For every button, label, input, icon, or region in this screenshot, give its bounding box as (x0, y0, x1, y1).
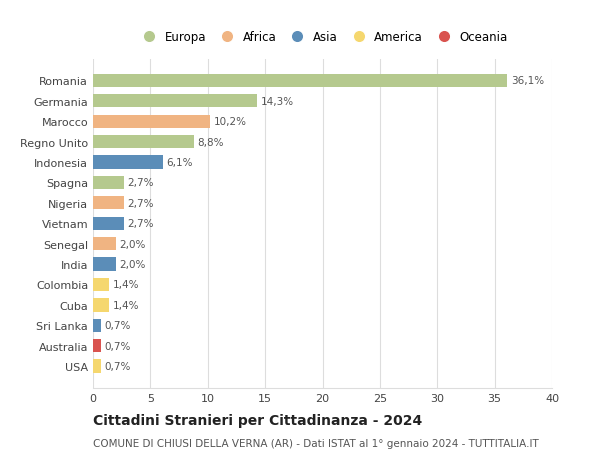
Text: 8,8%: 8,8% (197, 137, 224, 147)
Text: 36,1%: 36,1% (511, 76, 544, 86)
Text: 1,4%: 1,4% (113, 280, 139, 290)
Bar (93, 217, 124, 230)
Legend: Europa, Africa, Asia, America, Oceania: Europa, Africa, Asia, America, Oceania (133, 26, 512, 49)
Text: 2,0%: 2,0% (119, 239, 146, 249)
Text: Cittadini Stranieri per Cittadinanza - 2024: Cittadini Stranieri per Cittadinanza - 2… (93, 413, 422, 427)
Bar (93, 136, 194, 149)
Text: 6,1%: 6,1% (166, 158, 193, 168)
Bar (93, 237, 116, 251)
Bar (93, 360, 101, 373)
Text: 2,7%: 2,7% (127, 178, 154, 188)
Bar (93, 339, 101, 353)
Bar (93, 74, 507, 88)
Bar (93, 299, 109, 312)
Text: 0,7%: 0,7% (104, 341, 131, 351)
Text: 1,4%: 1,4% (113, 300, 139, 310)
Text: 0,7%: 0,7% (104, 320, 131, 330)
Bar (93, 197, 124, 210)
Bar (93, 319, 101, 332)
Bar (93, 278, 109, 291)
Text: 10,2%: 10,2% (214, 117, 247, 127)
Text: 0,7%: 0,7% (104, 361, 131, 371)
Text: 14,3%: 14,3% (260, 96, 293, 106)
Bar (93, 115, 210, 129)
Text: 2,0%: 2,0% (119, 259, 146, 269)
Bar (93, 156, 163, 169)
Text: 2,7%: 2,7% (127, 219, 154, 229)
Bar (93, 176, 124, 190)
Text: COMUNE DI CHIUSI DELLA VERNA (AR) - Dati ISTAT al 1° gennaio 2024 - TUTTITALIA.I: COMUNE DI CHIUSI DELLA VERNA (AR) - Dati… (93, 438, 539, 448)
Text: 2,7%: 2,7% (127, 198, 154, 208)
Bar (93, 95, 257, 108)
Bar (93, 258, 116, 271)
